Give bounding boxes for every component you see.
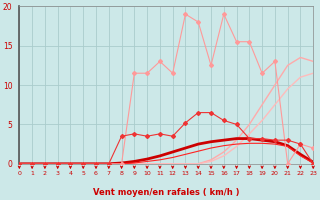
X-axis label: Vent moyen/en rafales ( km/h ): Vent moyen/en rafales ( km/h ) — [93, 188, 240, 197]
